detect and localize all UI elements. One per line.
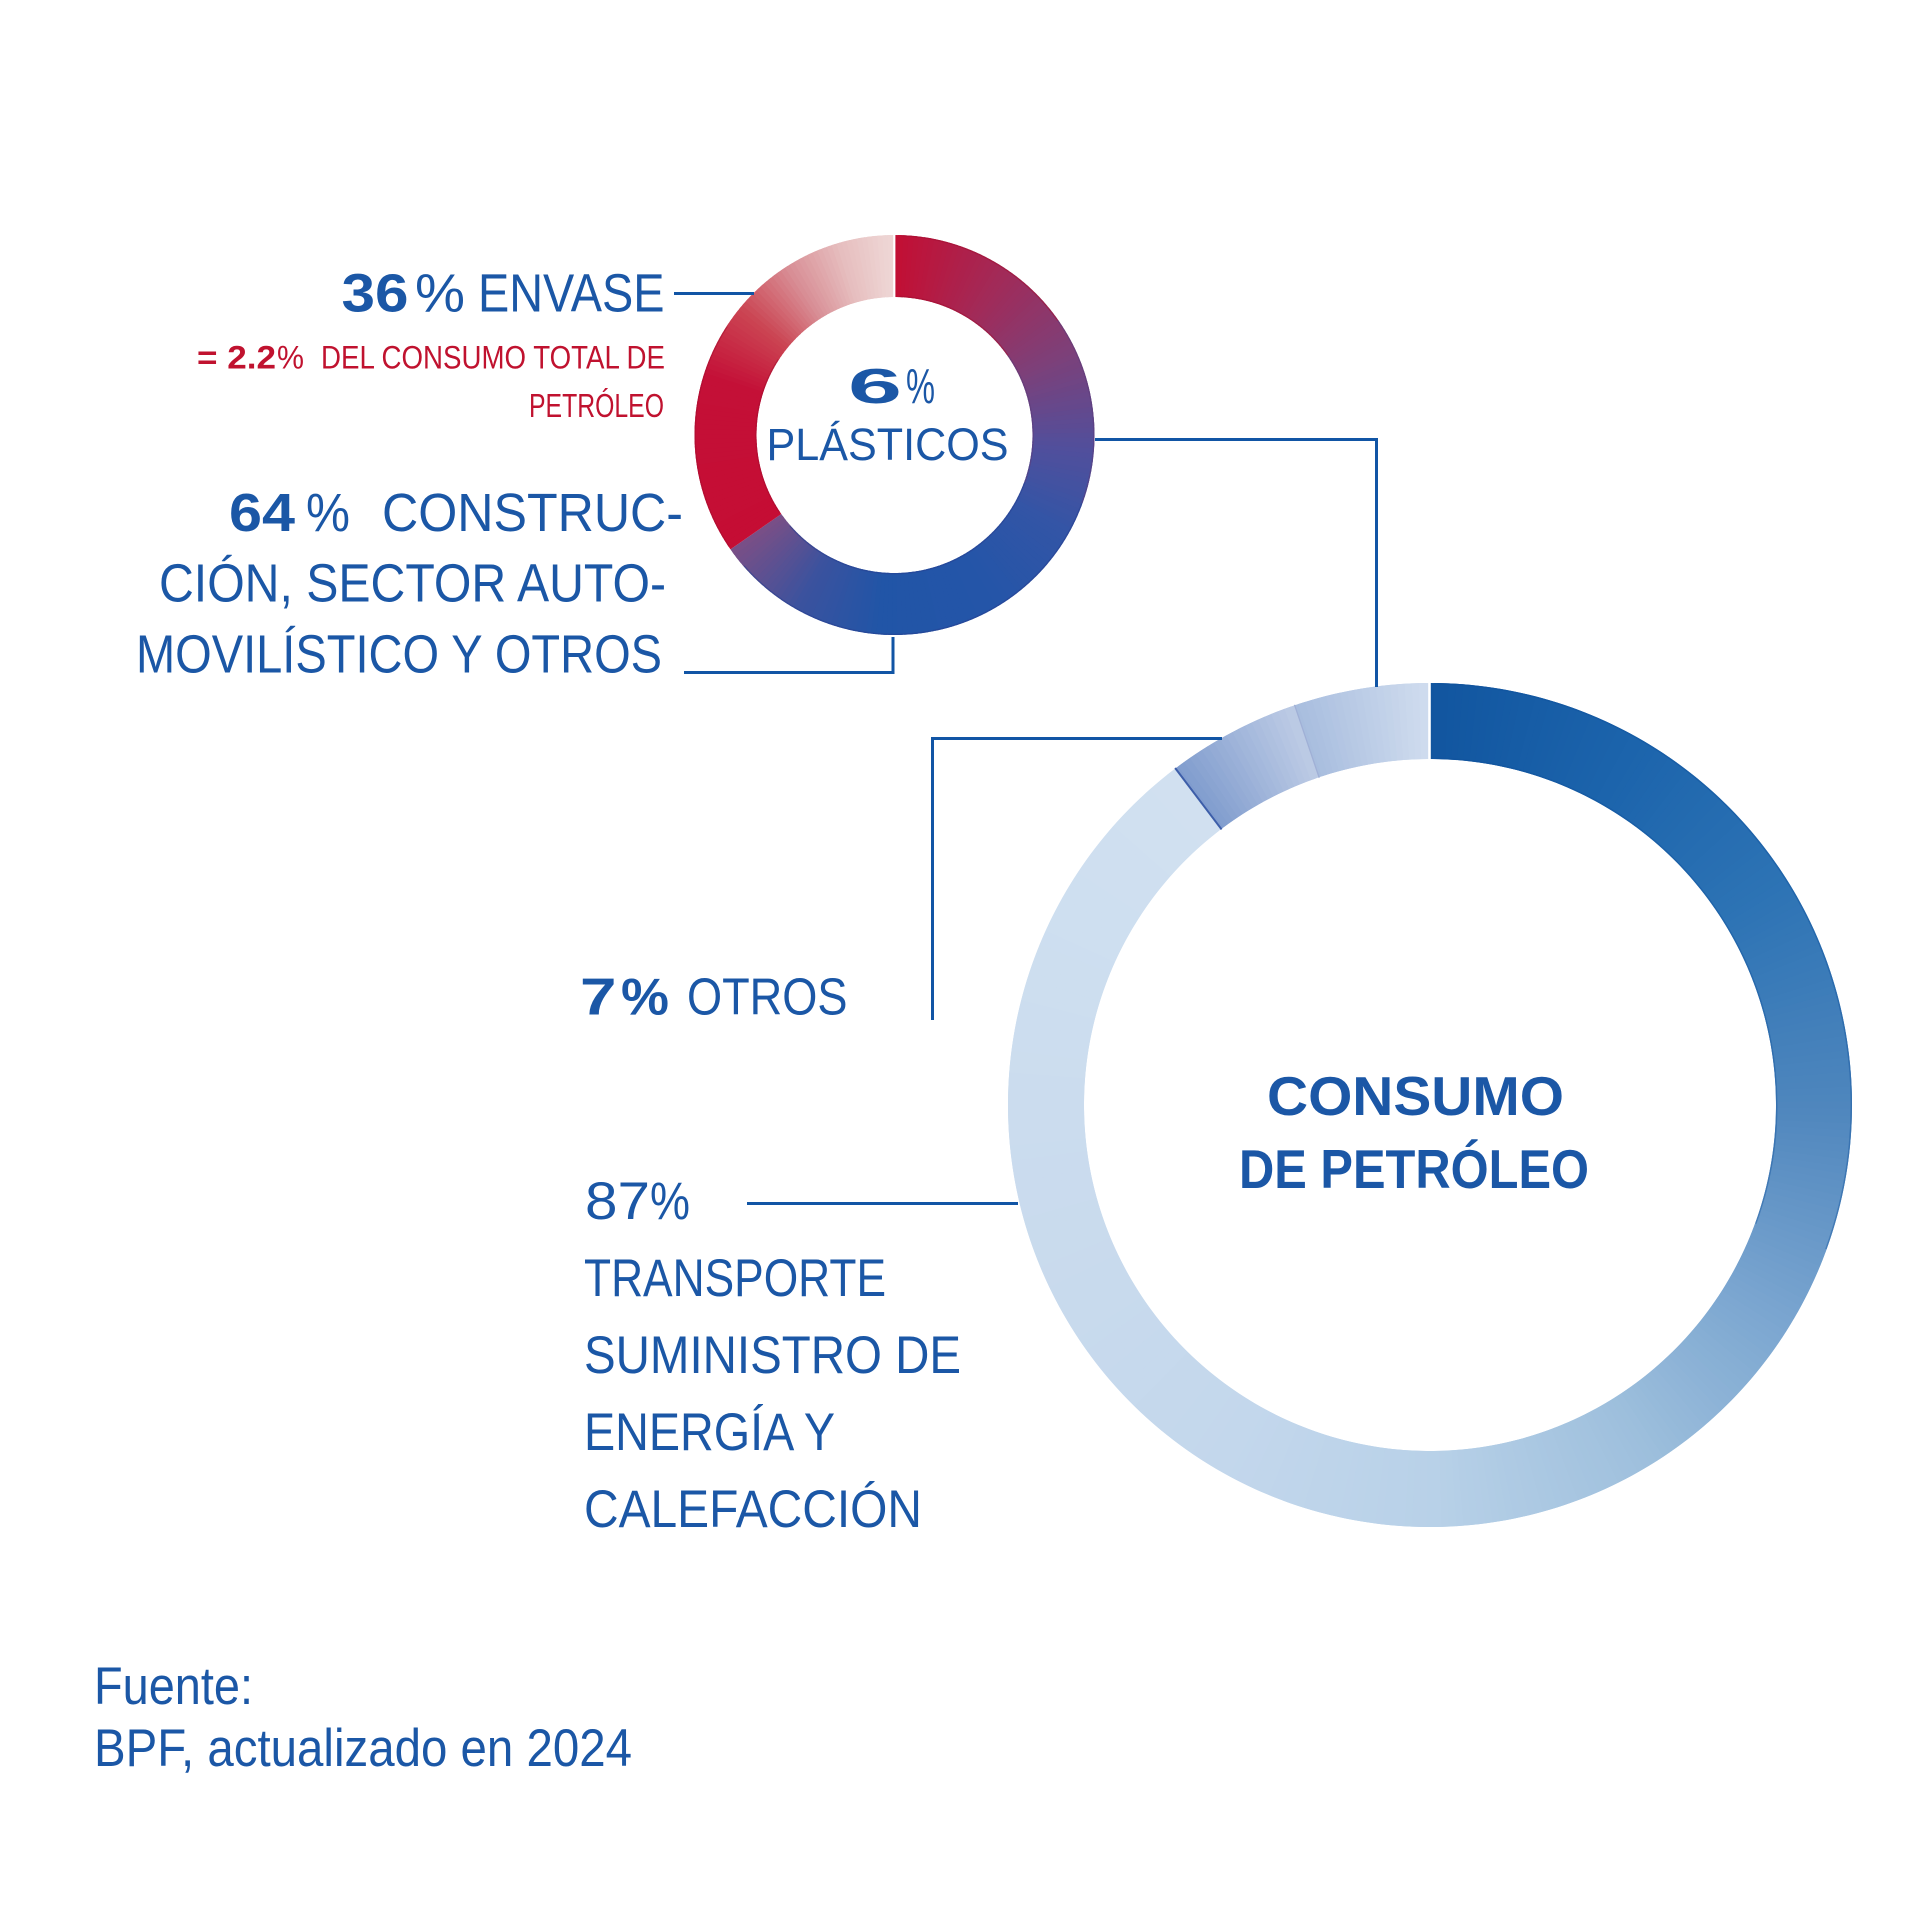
svg-text:MOVILÍSTICO Y OTROS: MOVILÍSTICO Y OTROS: [136, 625, 662, 685]
svg-text:PLÁSTICOS: PLÁSTICOS: [767, 419, 1009, 470]
svg-text:%: %: [621, 969, 669, 1027]
svg-text:SUMINISTRO DE: SUMINISTRO DE: [584, 1326, 961, 1385]
svg-text:%: %: [650, 1172, 690, 1231]
svg-text:%: %: [415, 264, 465, 324]
svg-text:%: %: [306, 483, 350, 543]
svg-text:36: 36: [342, 264, 409, 324]
svg-text:DEL CONSUMO TOTAL DE: DEL CONSUMO TOTAL DE: [321, 340, 665, 376]
svg-text:CALEFACCIÓN: CALEFACCIÓN: [584, 1480, 922, 1539]
svg-text:%: %: [906, 360, 935, 414]
svg-text:Fuente:: Fuente:: [94, 1657, 253, 1716]
svg-text:%: %: [277, 340, 304, 376]
svg-text:DE PETRÓLEO: DE PETRÓLEO: [1239, 1138, 1589, 1200]
svg-text:CONSTRUC-: CONSTRUC-: [382, 483, 683, 543]
svg-text:64: 64: [229, 483, 295, 543]
svg-text:CIÓN, SECTOR AUTO-: CIÓN, SECTOR AUTO-: [159, 554, 666, 614]
svg-text:= 2.2: = 2.2: [197, 340, 276, 376]
svg-text:6: 6: [848, 360, 902, 414]
svg-text:87: 87: [585, 1172, 650, 1231]
svg-text:OTROS: OTROS: [687, 969, 848, 1027]
svg-text:PETRÓLEO: PETRÓLEO: [529, 387, 664, 424]
svg-text:CONSUMO: CONSUMO: [1267, 1065, 1564, 1127]
svg-text:ENVASE: ENVASE: [478, 264, 665, 324]
svg-text:7: 7: [580, 969, 617, 1027]
svg-text:TRANSPORTE: TRANSPORTE: [584, 1249, 886, 1308]
svg-text:BPF, actualizado en 2024: BPF, actualizado en 2024: [94, 1719, 632, 1778]
svg-text:ENERGÍA Y: ENERGÍA Y: [584, 1403, 835, 1462]
